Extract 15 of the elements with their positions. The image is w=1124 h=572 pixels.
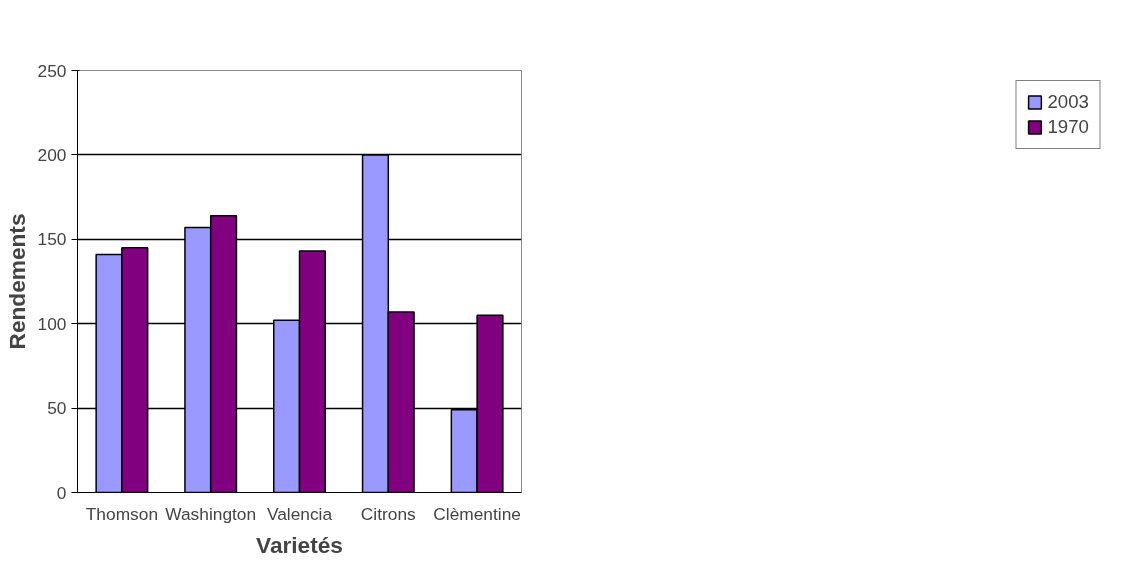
y-tick-label: 100 xyxy=(37,313,67,334)
x-tick-label: Valencia xyxy=(266,503,333,524)
y-tick-label: 50 xyxy=(47,398,67,419)
legend-label: 2003 xyxy=(1047,91,1089,113)
y-tick-label: 150 xyxy=(37,229,67,250)
y-tick-label: 0 xyxy=(56,482,67,503)
y-axis-title: Rendements xyxy=(3,213,30,350)
y-tick-label: 250 xyxy=(37,60,67,81)
legend-label: 1970 xyxy=(1047,116,1089,138)
x-axis-title: Varietés xyxy=(256,531,343,558)
x-tick-label: Clèmentine xyxy=(433,503,521,524)
x-tick-label: Citrons xyxy=(360,503,417,524)
x-tick-label: Washington xyxy=(165,503,257,524)
y-tick-label: 200 xyxy=(37,144,67,165)
x-tick-label: Thomson xyxy=(85,503,159,524)
